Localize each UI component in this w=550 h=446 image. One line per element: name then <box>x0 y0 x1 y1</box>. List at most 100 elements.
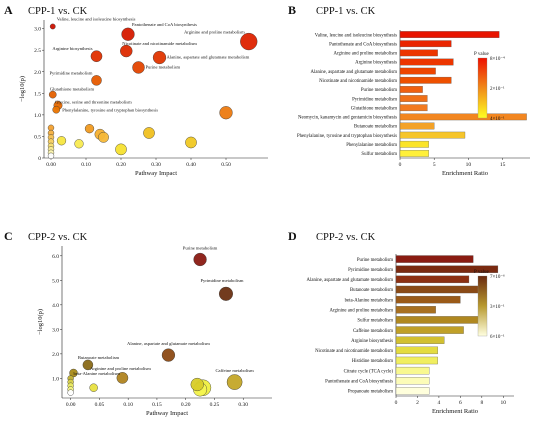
pathway-point <box>143 127 155 139</box>
panel-d-title: CPP-2 vs. CK <box>316 232 376 243</box>
pathway-point <box>121 27 135 41</box>
legend-label: 8×10⁻⁴ <box>490 56 505 62</box>
enrichment-bar <box>399 140 429 148</box>
category-label: beta-Alanine metabolism <box>345 298 394 303</box>
point-label: Pyrimidine metabolism <box>50 70 93 75</box>
y-tick-label: 2.0 <box>52 352 59 358</box>
point-label: Alanine, aspartate and glutamate metabol… <box>127 341 210 347</box>
enrichment-bar <box>399 131 466 139</box>
point-label: Arginine and proline metabolism <box>90 366 151 371</box>
panel-d-chart: Purine metabolism Pyrimidine metabolism Al… <box>307 254 514 415</box>
x-tick-label: 0.40 <box>186 162 196 168</box>
y-tick-label: 0 <box>38 156 41 162</box>
category-label: Nicotinate and nicotinamide metabolism <box>319 79 397 84</box>
panel-c-letter: C <box>4 229 13 243</box>
pathway-point <box>161 348 176 362</box>
pathway-point <box>193 252 207 267</box>
enrichment-bar <box>395 275 470 284</box>
x-tick-label: 15 <box>500 162 506 168</box>
point-label: Caffeine metabolism <box>215 368 254 373</box>
x-tick-label: 0.25 <box>210 402 220 408</box>
panel-c-title: CPP-2 vs. CK <box>28 232 88 243</box>
pathway-point <box>89 383 98 392</box>
pathway-point <box>69 368 78 378</box>
x-tick-label: 2 <box>416 400 419 406</box>
panel-b-letter: B <box>288 3 296 17</box>
point-label: beta-Alanine metabolism <box>74 371 121 376</box>
enrichment-bar <box>399 67 436 75</box>
y-tick-label: 1.0 <box>52 376 59 382</box>
x-tick-label: 0.20 <box>181 402 191 408</box>
enrichment-bar <box>395 336 445 344</box>
pathway-point <box>152 50 167 65</box>
pathway-point <box>48 90 57 99</box>
pathway-point <box>84 124 95 134</box>
enrichment-bar <box>399 31 500 38</box>
enrichment-bar <box>399 76 452 84</box>
legend-colorbar <box>477 275 488 337</box>
enrichment-bar <box>395 295 461 304</box>
enrichment-bar <box>395 377 430 385</box>
point-label: Purine metabolism <box>183 245 218 250</box>
y-tick-label: 4.0 <box>52 303 59 309</box>
enrichment-bar <box>395 326 464 334</box>
y-tick-label: 6.0 <box>52 254 59 260</box>
x-tick-label: 0 <box>399 162 402 168</box>
pathway-point <box>90 50 103 63</box>
pathway-point <box>219 106 233 120</box>
panel-b-chart: Valine, leucine and isoleucine biosynthe… <box>297 30 530 177</box>
pathway-point <box>74 139 84 149</box>
category-label: Pantothenate and CoA biosynthesis <box>325 379 393 384</box>
category-label: Alanine, aspartate and glutamate metabol… <box>311 70 398 75</box>
enrichment-bar <box>399 58 454 66</box>
y-tick-label: 3.0 <box>52 327 59 333</box>
y-tick-label: 5.0 <box>52 278 59 284</box>
pathway-point <box>56 136 67 146</box>
point-label: Arginine biosynthesis <box>52 46 92 51</box>
enrichment-bar <box>395 346 438 355</box>
pathway-point <box>132 61 145 74</box>
x-tick-label: 0.10 <box>123 402 133 408</box>
category-label: Caffeine metabolism <box>353 329 393 334</box>
legend-title: P value <box>474 52 489 57</box>
y-tick-label: 2.0 <box>34 70 41 76</box>
x-tick-label: 0 <box>395 400 398 406</box>
panel-a-chart: 0.00 0.10 0.20 0.30 0.40 0.50 0 0.5 1.0 1.5 2.0 2.5… <box>19 16 268 177</box>
category-label: Butanoate metabolism <box>350 288 393 293</box>
x-axis-title: Enrichment Ratio <box>432 408 478 415</box>
panel-d-letter: D <box>288 229 297 243</box>
category-label: Nicotinate and nicotinamide metabolism <box>315 349 393 354</box>
enrichment-bar <box>395 285 487 294</box>
category-label: Arginine biosynthesis <box>351 339 393 344</box>
enrichment-bar <box>395 265 499 273</box>
category-label: Arginine and proline metabolism <box>330 308 394 313</box>
y-tick-label: 1.5 <box>34 91 41 97</box>
y-axis-title: −log10(p) <box>19 76 26 102</box>
x-tick-label: 0.00 <box>66 402 76 408</box>
point-label: Arginine and proline metabolism <box>184 30 245 35</box>
pathway-point <box>226 374 243 390</box>
legend-colorbar <box>477 57 488 119</box>
x-tick-label: 0.15 <box>152 402 162 408</box>
category-label: Arginine biosynthesis <box>355 61 397 66</box>
category-label: Citrate cycle (TCA cycle) <box>344 369 394 374</box>
pathway-point <box>52 105 61 114</box>
x-tick-label: 0.05 <box>95 402 105 408</box>
point-label: Valine, leucine and isoleucine biosynthe… <box>57 16 136 22</box>
category-label: Propanoate metabolism <box>348 390 393 395</box>
x-tick-label: 0.30 <box>238 402 248 408</box>
category-label: Histidine metabolism <box>352 359 393 364</box>
category-label: Purine metabolism <box>361 88 397 93</box>
category-label: Valine, leucine and isoleucine biosynthe… <box>315 33 397 38</box>
enrichment-bar <box>399 49 438 57</box>
category-label: Purine metabolism <box>357 258 393 263</box>
y-tick-label: 1.0 <box>34 113 41 119</box>
x-tick-label: 10 <box>501 400 507 406</box>
category-label: Phenylalanine metabolism <box>346 143 397 148</box>
enrichment-bar <box>395 306 436 314</box>
point-label: Glycine, serine and threonine metabolism <box>55 99 132 105</box>
y-tick-label: 0.5 <box>34 134 41 140</box>
pathway-point <box>116 372 129 384</box>
enrichment-bar <box>399 86 423 93</box>
y-axis-title: −log10(p) <box>37 309 44 335</box>
